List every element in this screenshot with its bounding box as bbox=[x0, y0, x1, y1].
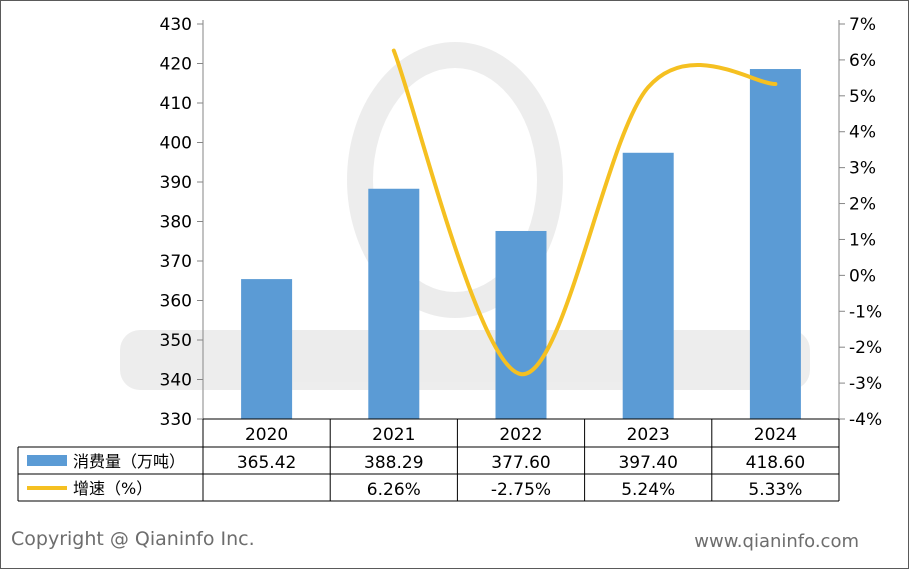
left-tick-label: 400 bbox=[160, 134, 192, 154]
data-table: 2020 2021 2022 2023 2024 消费量（万吨） 增速（%） 365.42 38… bbox=[17, 418, 840, 502]
left-tick-label: 410 bbox=[160, 94, 192, 114]
left-tick-label: 330 bbox=[160, 410, 192, 430]
right-tick-label: 7% bbox=[849, 15, 876, 35]
right-tick-label: -2% bbox=[849, 338, 882, 358]
right-tick-label: 2% bbox=[849, 195, 876, 215]
bar-2020 bbox=[241, 279, 293, 419]
right-tick-label: -4% bbox=[849, 410, 882, 430]
bars bbox=[241, 69, 801, 419]
bar-value-label: 388.29 bbox=[364, 453, 423, 473]
category-label: 2020 bbox=[245, 425, 288, 445]
legend-line-label: 增速（%） bbox=[73, 479, 152, 498]
bar-value-label: 377.60 bbox=[491, 453, 550, 473]
category-label: 2021 bbox=[372, 425, 415, 445]
left-tick-label: 340 bbox=[160, 371, 192, 391]
bar-value-label: 365.42 bbox=[237, 453, 296, 473]
right-tick-label: 6% bbox=[849, 51, 876, 71]
right-tick-label: 5% bbox=[849, 87, 876, 107]
left-tick-label: 430 bbox=[160, 15, 192, 35]
legend-bar-swatch bbox=[27, 455, 67, 466]
axes bbox=[202, 20, 840, 419]
watermark bbox=[120, 42, 810, 390]
growth-value-label: -2.75% bbox=[491, 480, 551, 500]
bar-2021 bbox=[368, 188, 420, 419]
left-tick-label: 390 bbox=[160, 173, 192, 193]
right-axis-ticks: 7% 6% 5% 4% 3% 2% 1% 0% -1% -2% -3% -4% bbox=[839, 15, 882, 430]
right-tick-label: 3% bbox=[849, 159, 876, 179]
right-tick-label: -1% bbox=[849, 302, 882, 322]
growth-value-label: 5.33% bbox=[748, 480, 802, 500]
left-tick-label: 360 bbox=[160, 292, 192, 312]
website-text: www.qianinfo.com bbox=[694, 531, 859, 552]
copyright-text: Copyright @ Qianinfo Inc. bbox=[11, 528, 255, 550]
category-label: 2022 bbox=[499, 425, 542, 445]
left-tick-label: 420 bbox=[160, 55, 192, 75]
growth-value-label: 5.24% bbox=[621, 480, 675, 500]
category-label: 2023 bbox=[627, 425, 670, 445]
bar-value-label: 397.40 bbox=[618, 453, 677, 473]
right-tick-label: 0% bbox=[849, 266, 876, 286]
legend-bar-label: 消费量（万吨） bbox=[73, 452, 185, 471]
bar-value-label: 418.60 bbox=[746, 453, 805, 473]
left-axis-ticks: 430 420 410 400 390 380 370 360 350 340 330 bbox=[160, 15, 203, 430]
left-tick-label: 380 bbox=[160, 213, 192, 233]
growth-rate-line bbox=[391, 48, 778, 377]
category-label: 2024 bbox=[754, 425, 797, 445]
bar-2022 bbox=[495, 230, 547, 419]
right-tick-label: 4% bbox=[849, 123, 876, 143]
growth-value-label: 6.26% bbox=[367, 480, 421, 500]
bar-2024 bbox=[749, 69, 801, 419]
right-tick-label: -3% bbox=[849, 374, 882, 394]
bar-2023 bbox=[622, 152, 674, 419]
growth-line-layer bbox=[391, 48, 778, 377]
right-tick-label: 1% bbox=[849, 230, 876, 250]
left-tick-label: 370 bbox=[160, 252, 192, 272]
left-tick-label: 350 bbox=[160, 331, 192, 351]
